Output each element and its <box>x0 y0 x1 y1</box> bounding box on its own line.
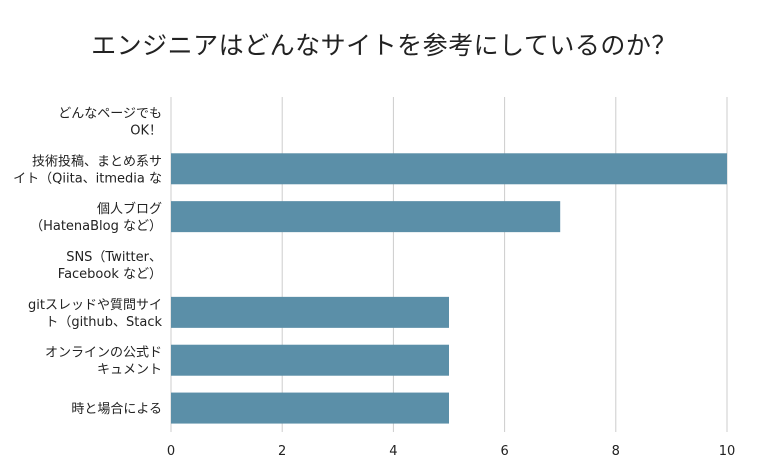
category-label: OK！ <box>130 123 162 138</box>
category-label: キュメント <box>97 363 162 378</box>
category-label: （HatenaBlog など） <box>30 219 162 234</box>
category-label: どんなページでも <box>58 106 162 121</box>
chart-title: エンジニアはどんなサイトを参考にしているのか？ <box>91 31 677 60</box>
category-label: イト（Qiita、itmedia な <box>13 171 162 186</box>
category-label: 時と場合による <box>71 402 162 417</box>
bar <box>171 344 449 376</box>
x-tick-label: 2 <box>278 444 286 459</box>
bar <box>171 153 727 185</box>
bar <box>171 201 561 233</box>
x-tick-label: 8 <box>612 444 620 459</box>
category-label: gitスレッドや質問サイ <box>28 298 162 313</box>
category-label: Facebook など） <box>58 267 162 282</box>
x-tick-label: 0 <box>167 444 175 459</box>
category-label: 技術投稿、まとめ系サ <box>32 153 162 169</box>
category-label: SNS（Twitter、 <box>66 250 162 265</box>
category-label: ト（github、Stack <box>45 315 162 330</box>
x-tick-label: 4 <box>389 444 397 459</box>
bar <box>171 296 449 328</box>
bar <box>171 392 449 424</box>
category-label: 個人ブログ <box>97 201 162 217</box>
x-tick-label: 6 <box>500 444 508 459</box>
category-label: オンラインの公式ド <box>45 346 162 361</box>
x-tick-label: 10 <box>719 444 736 459</box>
